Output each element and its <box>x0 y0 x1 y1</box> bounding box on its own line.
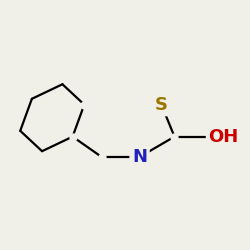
Text: N: N <box>132 148 147 166</box>
Text: OH: OH <box>208 128 238 146</box>
Text: S: S <box>155 96 168 114</box>
